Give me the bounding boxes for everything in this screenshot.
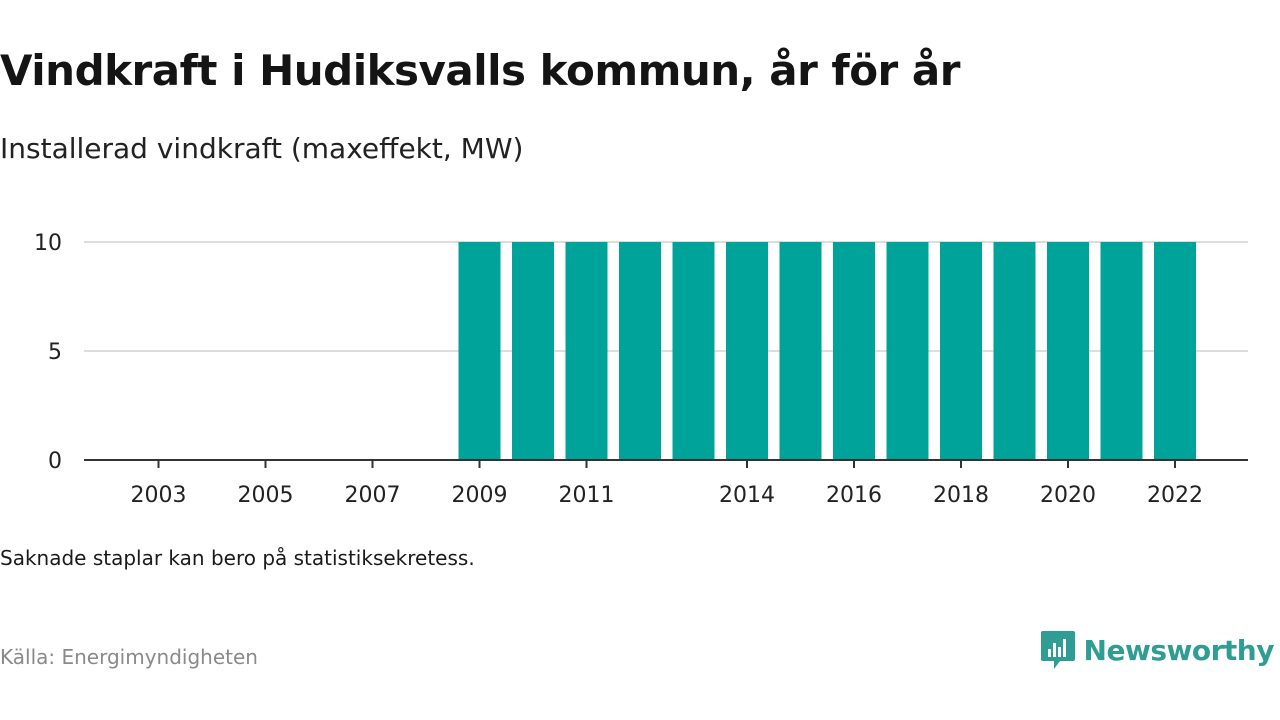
- x-tick-label: 2018: [933, 483, 989, 508]
- bar-2015: [779, 242, 822, 460]
- bar-2019: [993, 242, 1036, 460]
- y-tick-label: 10: [34, 231, 62, 256]
- bar-2020: [1047, 242, 1089, 460]
- chart-subtitle: Installerad vindkraft (maxeffekt, MW): [0, 132, 524, 165]
- x-tick-label: 2011: [559, 483, 615, 508]
- y-tick-label: 0: [48, 449, 62, 474]
- bar-2016: [833, 242, 875, 460]
- bar-2012: [619, 242, 661, 460]
- source-text: Källa: Energimyndigheten: [0, 645, 258, 669]
- bar-2021: [1100, 242, 1143, 460]
- bar-2017: [886, 242, 929, 460]
- label-layer: 0 5 10 2003 2005 2007 2009 2011 2014 2016 2018 2020…: [34, 231, 1203, 508]
- bar-chart: 0 5 10 2003 2005 2007 2009 2011 2014 2016 2018 2020…: [34, 231, 1248, 508]
- x-tick-label: 2020: [1040, 483, 1096, 508]
- axis-layer: [84, 459, 1248, 468]
- x-tick-label: 2007: [345, 483, 401, 508]
- x-tick-label: 2022: [1147, 483, 1203, 508]
- bar-2011: [565, 242, 608, 460]
- brand-logo: Newsworthy: [1040, 628, 1275, 672]
- chart-title: Vindkraft i Hudiksvalls kommun, år för å…: [0, 46, 960, 95]
- x-tick-label: 2003: [131, 483, 187, 508]
- x-tick-label: 2016: [826, 483, 882, 508]
- x-tick-label: 2009: [452, 483, 508, 508]
- bar-2013: [672, 242, 715, 460]
- x-tick-label: 2005: [238, 483, 294, 508]
- bar-2022: [1154, 242, 1196, 460]
- brand-name: Newsworthy: [1083, 633, 1275, 667]
- bar-2009: [458, 242, 501, 460]
- bar-2010: [512, 242, 554, 460]
- newsworthy-logo-icon: [1040, 631, 1075, 669]
- bar-layer: [458, 242, 1196, 460]
- bar-2018: [940, 242, 982, 460]
- bar-2014: [726, 242, 768, 460]
- footnote: Saknade staplar kan bero på statistiksek…: [0, 546, 475, 570]
- x-tick-label: 2014: [719, 483, 775, 508]
- y-tick-label: 5: [48, 340, 62, 365]
